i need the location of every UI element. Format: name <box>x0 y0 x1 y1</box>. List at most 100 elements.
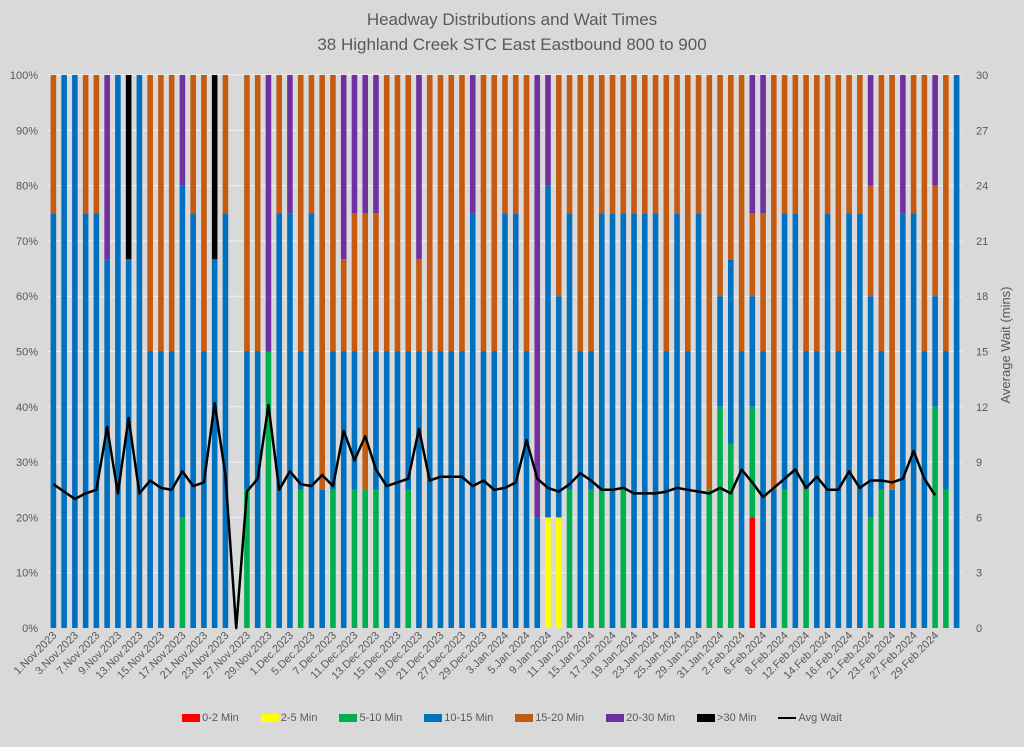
bar-segment <box>104 75 110 260</box>
bar-segment <box>125 75 132 260</box>
bar-segment <box>760 351 766 628</box>
bar-segment <box>319 489 325 628</box>
bar-segment <box>932 185 938 297</box>
bar-segment <box>158 75 164 352</box>
bar-segment <box>652 75 659 214</box>
chart-plot: 0% 10% 20% 30% 40% 50% 60% 70% 80% 90% 100% 0 3 6 9 12… <box>10 70 1013 682</box>
bar-segment <box>125 259 132 628</box>
legend-item: >30 Min <box>697 712 756 724</box>
bar-segment <box>685 75 691 352</box>
bar-segment <box>211 75 218 260</box>
bar-segment <box>351 351 358 490</box>
bar-segment <box>738 351 745 628</box>
bar-segment <box>717 406 723 628</box>
y-tick-label: 10% <box>16 568 38 580</box>
legend-item: Avg Wait <box>778 712 842 724</box>
bar-segment <box>663 75 670 352</box>
bar-segment <box>555 75 562 297</box>
legend-item: 5-10 Min <box>339 712 402 724</box>
bar-segment <box>93 75 100 214</box>
legend-item: 0-2 Min <box>182 712 239 724</box>
bar-segment <box>147 351 153 628</box>
bar-segment <box>351 213 358 352</box>
bar-segment <box>900 213 906 628</box>
bar-segment <box>771 489 777 628</box>
chart-title: Headway Distributions and Wait Times <box>366 10 658 29</box>
bar-segment <box>254 75 261 352</box>
y-tick-label: 20% <box>16 512 38 524</box>
bar-segment <box>598 75 605 214</box>
bar-segment <box>588 351 594 490</box>
legend-label: 15-20 Min <box>535 712 585 724</box>
legend-label: Avg Wait <box>798 712 842 724</box>
y2-tick-label: 3 <box>976 568 982 580</box>
legend-label: 0-2 Min <box>202 712 239 724</box>
bar-segment <box>588 489 594 628</box>
bar-segment <box>158 351 164 628</box>
bar-segment <box>867 185 874 297</box>
chart-subtitle: 38 Highland Creek STC East Eastbound 800… <box>317 35 707 54</box>
bar-segment <box>824 213 831 628</box>
y2-tick-label: 21 <box>976 236 988 248</box>
bar-segment <box>168 75 175 352</box>
y-tick-label: 30% <box>16 457 38 469</box>
bar-segment <box>620 213 627 490</box>
bar-segment <box>824 75 831 214</box>
bar-segment <box>943 75 949 352</box>
legend-item: 20-30 Min <box>606 712 675 724</box>
bar-segment <box>932 296 938 407</box>
bar-segment <box>340 259 347 352</box>
bar-segment <box>641 213 648 628</box>
bar-segment <box>760 75 766 214</box>
bar-segment <box>534 75 541 518</box>
bar-segment <box>179 185 186 518</box>
bar-segment <box>50 213 57 628</box>
bar-segment <box>179 517 186 628</box>
chart-legend: 0-2 Min 2-5 Min 5-10 Min 10-15 Min 15-20… <box>0 712 1024 724</box>
bar-segment <box>781 213 788 490</box>
bar-segment <box>943 351 949 490</box>
bar-segment <box>394 351 401 628</box>
bar-segment <box>749 517 756 628</box>
bar-segment <box>652 213 659 628</box>
bar-segment <box>437 75 444 352</box>
bar-segment <box>846 75 852 214</box>
y2-tick-label: 18 <box>976 291 988 303</box>
bar-segment <box>265 351 272 628</box>
bar-segment <box>706 75 713 490</box>
bar-segment <box>631 213 637 628</box>
bar-segment <box>609 213 616 628</box>
bar-segment <box>878 75 885 352</box>
y2-tick-label: 12 <box>976 402 988 414</box>
bar-segment <box>416 259 422 352</box>
bar-segment <box>61 75 67 628</box>
bar-segment <box>276 213 282 628</box>
bar-segment <box>383 351 390 628</box>
bar-segment <box>469 213 476 628</box>
bar-segment <box>545 517 551 628</box>
bar-segment <box>459 351 465 628</box>
bar-segment <box>545 185 551 518</box>
bar-segment <box>265 75 272 352</box>
y-tick-label: 40% <box>16 402 38 414</box>
legend-label: 2-5 Min <box>280 712 318 724</box>
bar-segment <box>222 75 229 214</box>
bar-segment <box>749 213 756 297</box>
bar-segment <box>480 75 487 352</box>
bar-segment <box>179 75 186 186</box>
y-axis-right: 0 3 6 9 12 15 18 21 24 27 30 <box>976 70 988 635</box>
bar-segment <box>50 75 57 214</box>
bar-segment <box>588 75 594 352</box>
bar-segment <box>287 213 293 628</box>
bar-segment <box>932 406 938 628</box>
bar-segment <box>330 489 336 628</box>
bar-segment <box>362 213 369 490</box>
bar-segment <box>448 351 455 628</box>
legend-item: 10-15 Min <box>424 712 493 724</box>
y2-tick-label: 27 <box>976 125 988 137</box>
bar-segment <box>706 489 713 628</box>
bar-segment <box>889 75 895 490</box>
bar-segment <box>728 259 734 444</box>
bar-segment <box>889 489 895 628</box>
bar-segment <box>814 75 820 352</box>
